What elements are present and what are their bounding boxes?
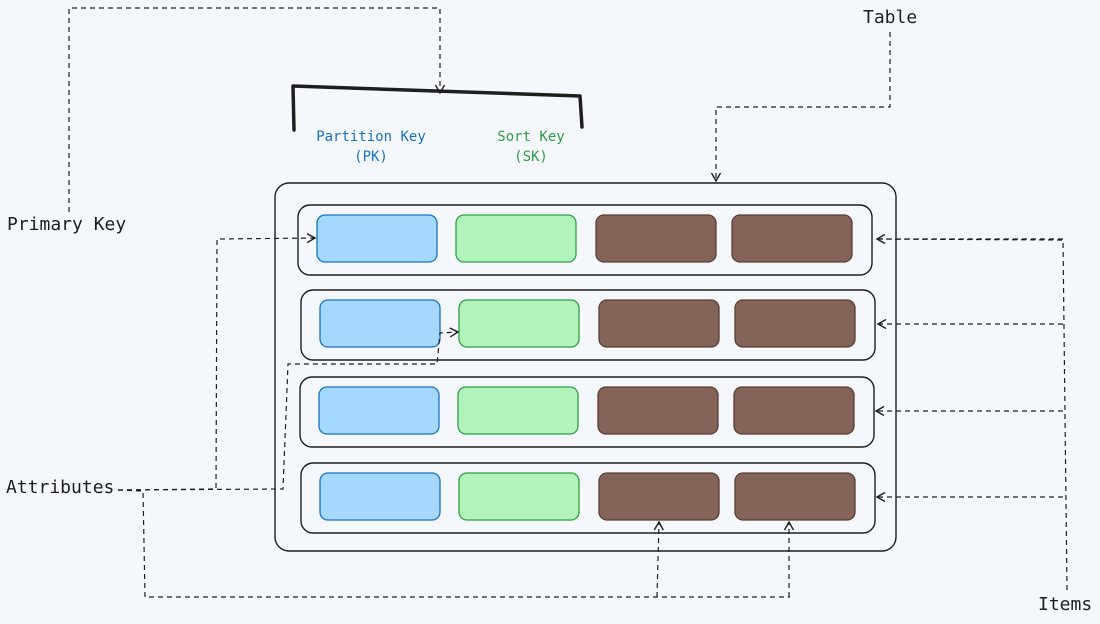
attributes-arrow-pk	[117, 232, 317, 491]
item-row-3	[299, 376, 875, 448]
table-arrow	[710, 32, 891, 183]
table-label: Table	[863, 7, 918, 28]
attribute-cell	[734, 299, 856, 348]
sort-key-cell	[458, 472, 580, 521]
primary-key-arrow	[68, 7, 446, 212]
attribute-cell	[733, 386, 855, 435]
primary-key-bracket	[291, 84, 584, 132]
attribute-cell	[597, 386, 719, 435]
sort-key-cell	[457, 386, 579, 435]
item-row-outline	[297, 204, 873, 276]
table-container	[274, 182, 897, 552]
partition-key-label: Partition Key (PK)	[296, 127, 446, 167]
attributes-label: Attributes	[6, 477, 115, 498]
item-row-outline	[300, 462, 876, 534]
partition-key-cell	[316, 214, 438, 263]
items-group	[297, 204, 876, 534]
item-row-outline	[299, 376, 875, 448]
attribute-cell	[598, 299, 720, 348]
items-label: Items	[1038, 594, 1093, 615]
item-row-4	[300, 462, 876, 534]
sort-key-cell	[458, 299, 580, 348]
attributes-bottom-connector	[117, 489, 790, 598]
sort-key-name: Sort Key	[497, 129, 565, 145]
sort-key-label: Sort Key (SK)	[466, 127, 596, 167]
item-row-outline	[300, 289, 876, 361]
items-connector-line	[875, 238, 1068, 591]
partition-key-cell	[318, 386, 440, 435]
item-row-2	[300, 289, 876, 361]
attribute-cell	[595, 214, 717, 263]
partition-key-abbr: (PK)	[354, 149, 388, 165]
sort-key-abbr: (SK)	[514, 149, 548, 165]
attributes-arrow-sk	[117, 327, 460, 491]
sort-key-cell	[455, 214, 577, 263]
partition-key-name: Partition Key	[316, 129, 426, 145]
partition-key-cell	[319, 299, 441, 348]
attribute-cell	[731, 214, 853, 263]
partition-key-cell	[319, 472, 441, 521]
attribute-cell	[598, 472, 720, 521]
primary-key-label: Primary Key	[7, 214, 127, 235]
attribute-cell	[734, 472, 856, 521]
attributes-arrow-attr-1	[653, 520, 664, 598]
item-row-1	[297, 204, 873, 276]
